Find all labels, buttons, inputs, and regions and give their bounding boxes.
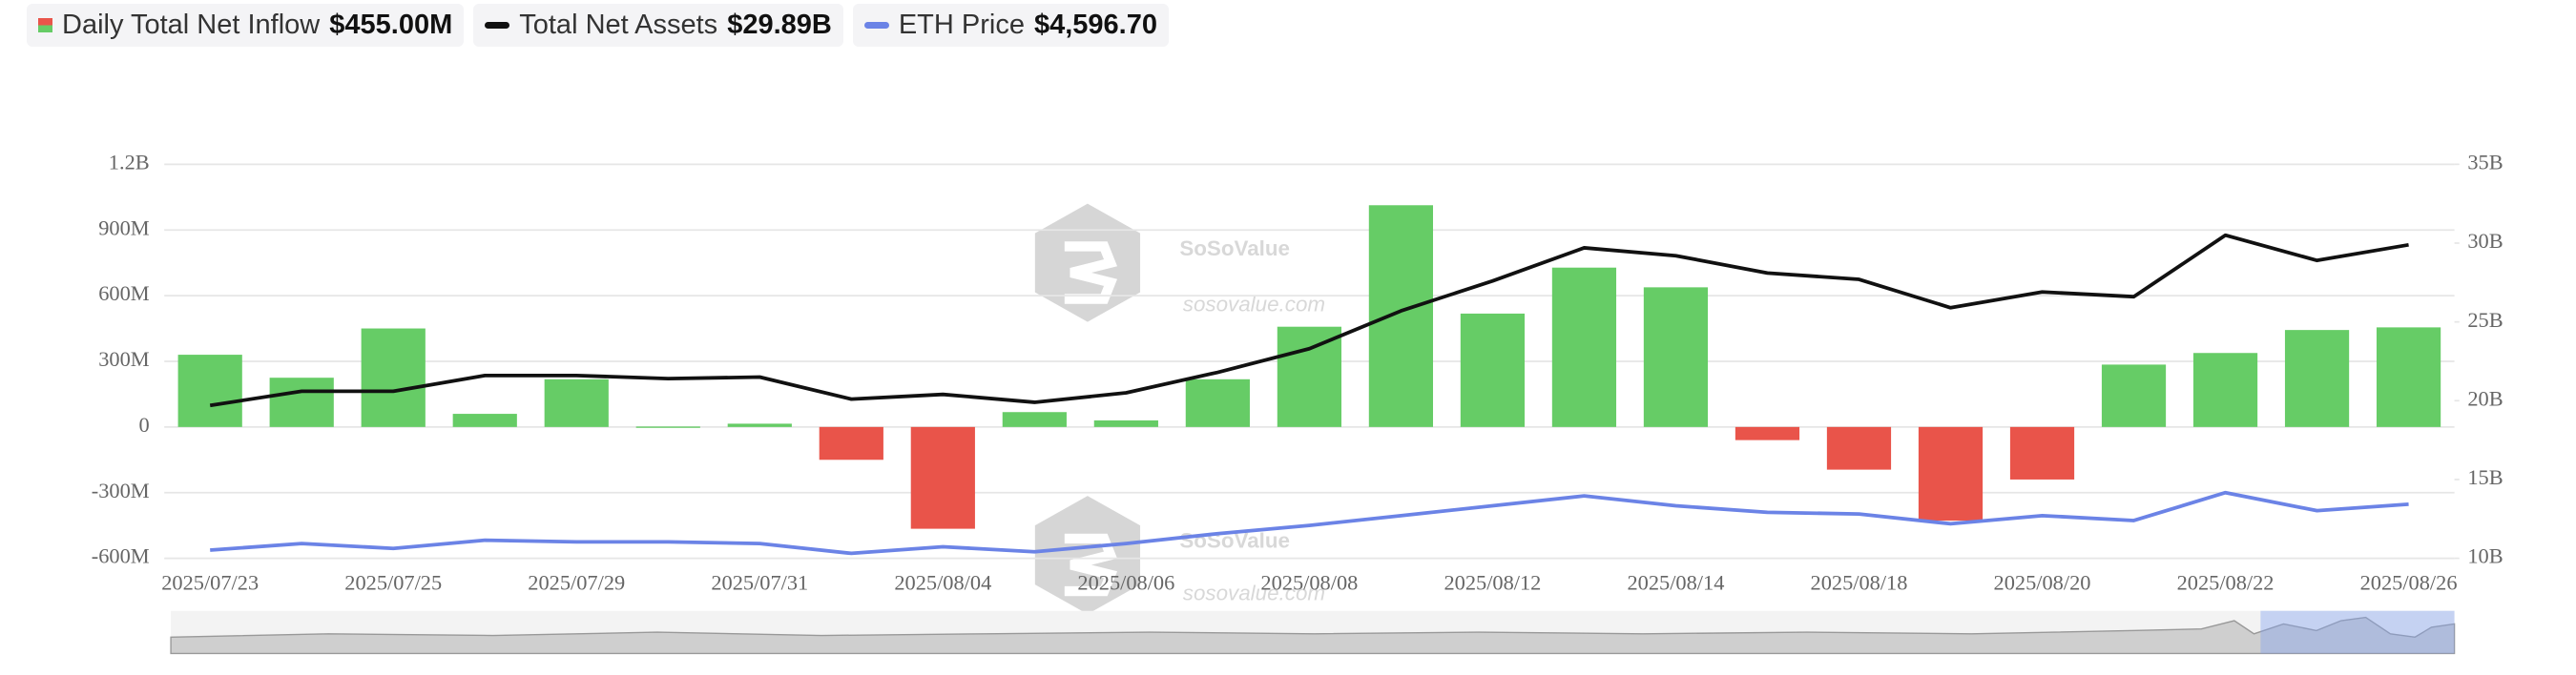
- x-tick-label: 2025/08/14: [1627, 570, 1724, 594]
- legend-label: Total Net Assets: [519, 10, 718, 40]
- bar: [361, 328, 426, 427]
- legend-label: ETH Price: [898, 10, 1025, 40]
- bar: [1277, 326, 1341, 427]
- legend-label: Daily Total Net Inflow: [62, 10, 321, 40]
- navigator-selection[interactable]: [2260, 610, 2455, 654]
- bar: [1368, 205, 1434, 427]
- legend-value: $29.89B: [727, 10, 832, 40]
- x-tick-label: 2025/08/08: [1260, 570, 1358, 594]
- bar: [1093, 419, 1158, 427]
- watermark-logo: [1034, 203, 1141, 322]
- watermark-brand: SoSoValue: [1179, 236, 1290, 260]
- y2-tick-label: 10B: [2467, 544, 2503, 568]
- y2-tick-label: 15B: [2467, 465, 2503, 489]
- legend-swatch: [863, 22, 889, 29]
- bar: [1551, 267, 1617, 427]
- y2-tick-label: 35B: [2467, 150, 2503, 174]
- bar: [544, 378, 609, 427]
- legend: Daily Total Net Inflow $455.00M Total Net …: [27, 4, 1169, 47]
- x-tick-label: 2025/08/22: [2177, 570, 2275, 594]
- bar: [2009, 426, 2075, 480]
- y2-tick-label: 20B: [2467, 386, 2503, 410]
- x-tick-label: 2025/08/04: [894, 570, 991, 594]
- line: [210, 490, 2409, 556]
- bar: [452, 414, 517, 427]
- bar: [1826, 426, 1892, 470]
- y-tick-label: 300M: [98, 347, 150, 371]
- bar: [2192, 353, 2258, 427]
- y-tick-label: -600M: [92, 544, 150, 568]
- x-tick-label: 2025/08/20: [1994, 570, 2091, 594]
- bar: [727, 423, 792, 427]
- y-tick-label: 900M: [98, 215, 150, 239]
- bar: [2101, 364, 2167, 427]
- y-tick-label: 1.2B: [109, 150, 150, 174]
- x-tick-label: 2025/07/23: [161, 570, 259, 594]
- watermark-logo-mark: [1064, 241, 1118, 304]
- legend-swatch: [485, 22, 510, 29]
- legend-item[interactable]: Total Net Assets $29.89B: [473, 4, 843, 47]
- bar: [2376, 327, 2441, 427]
- watermark-bottom: SoSoValue sosovalue.com: [1034, 496, 1325, 615]
- x-tick-label: 2025/08/18: [1811, 570, 1908, 594]
- bar: [635, 426, 700, 428]
- bar: [177, 355, 242, 427]
- legend-item[interactable]: ETH Price $4,596.70: [852, 4, 1169, 47]
- x-tick-label: 2025/07/25: [344, 570, 442, 594]
- bar: [819, 426, 883, 460]
- navigator-area: [170, 616, 2456, 655]
- bar: [1643, 287, 1709, 427]
- bar: [269, 378, 334, 427]
- legend-value: $455.00M: [329, 10, 453, 40]
- bar: [910, 426, 975, 529]
- navigator: [170, 610, 2456, 655]
- plot-area: -600M -300M 0 300M 600M 900M 1.2B 10B 15B 20B 25B 3…: [92, 150, 2503, 594]
- legend-value: $4,596.70: [1033, 10, 1157, 40]
- legend-item[interactable]: Daily Total Net Inflow $455.00M: [27, 4, 465, 47]
- bar: [1735, 426, 1800, 440]
- x-tick-label: 2025/07/31: [711, 570, 808, 594]
- watermark-logo-mark: [1064, 533, 1118, 597]
- y-tick-label: 0: [139, 413, 150, 437]
- x-tick-label: 2025/08/26: [2360, 570, 2458, 594]
- bar: [1002, 412, 1067, 427]
- x-tick-label: 2025/07/29: [528, 570, 625, 594]
- watermark-top: SoSoValue sosovalue.com: [1034, 203, 1325, 322]
- line: [209, 233, 2409, 408]
- watermark-url: sosovalue.com: [1183, 581, 1325, 604]
- y2-tick-label: 30B: [2467, 229, 2503, 253]
- watermark-logo: [1034, 496, 1141, 615]
- y-tick-label: -300M: [92, 479, 150, 502]
- x-tick-label: 2025/08/06: [1077, 570, 1174, 594]
- y-tick-label: 600M: [98, 281, 150, 305]
- bar: [2284, 330, 2350, 427]
- bar: [1918, 426, 1984, 522]
- bar: [1460, 313, 1526, 427]
- bar: [1185, 378, 1250, 427]
- legend-swatch: [38, 18, 52, 32]
- x-tick-label: 2025/08/12: [1444, 570, 1541, 594]
- y2-tick-label: 25B: [2467, 308, 2503, 332]
